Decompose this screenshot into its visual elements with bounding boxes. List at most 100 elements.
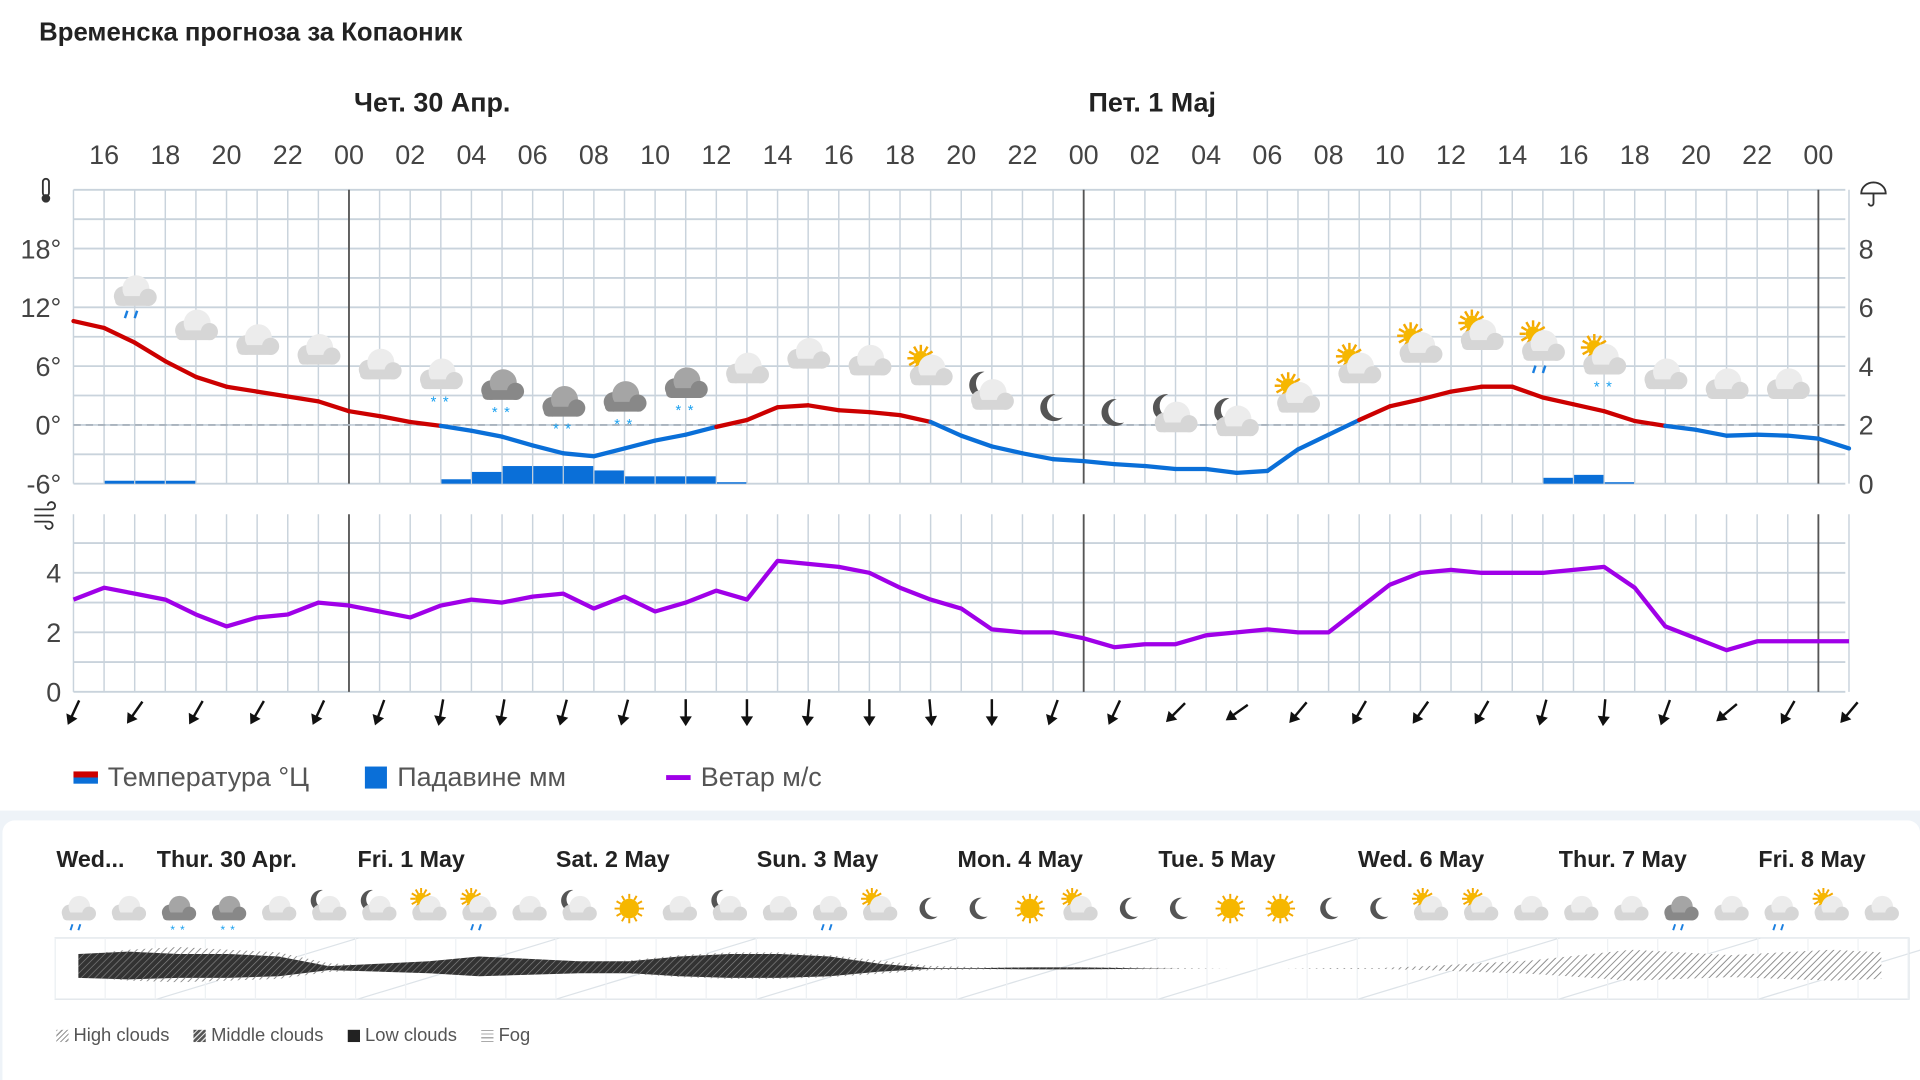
temperature-segment bbox=[255, 389, 290, 399]
precip-bar bbox=[716, 482, 747, 484]
temperature-segment bbox=[1601, 409, 1637, 424]
dark-cloud-snow-icon: * * bbox=[481, 369, 525, 421]
hour-tick: 02 bbox=[395, 140, 425, 170]
hour-tick: 02 bbox=[1130, 140, 1160, 170]
temperature-segment bbox=[1387, 397, 1423, 409]
svg-text:*: * bbox=[1606, 380, 1612, 396]
temperature-segment bbox=[1081, 459, 1117, 467]
wind-direction-arrow-icon bbox=[1716, 703, 1738, 722]
sun-cloud-icon bbox=[1462, 888, 1499, 921]
day-label[interactable]: Tue. 5 May bbox=[1158, 847, 1276, 874]
moon-icon bbox=[1370, 897, 1389, 920]
cloud-icon bbox=[111, 895, 147, 921]
temperature-segment bbox=[744, 405, 780, 423]
wind-direction-arrow-icon bbox=[556, 699, 569, 726]
moon-cloud-icon bbox=[360, 889, 397, 921]
precip-bar bbox=[1543, 477, 1573, 484]
temperature-segment bbox=[1203, 466, 1239, 476]
wind-direction-arrow-icon bbox=[495, 699, 508, 726]
day-label[interactable]: Thur. 7 May bbox=[1558, 847, 1687, 874]
cloud-icon bbox=[175, 309, 218, 341]
cloud-icon bbox=[848, 344, 892, 376]
umbrella-icon bbox=[1860, 181, 1887, 207]
precip-bar bbox=[594, 470, 624, 484]
svg-text:*: * bbox=[220, 924, 225, 937]
day-label[interactable]: Wed... bbox=[56, 847, 125, 874]
wind-direction-arrow-icon bbox=[1046, 699, 1059, 726]
temperature-segment bbox=[652, 432, 688, 443]
moon-cloud-icon bbox=[969, 371, 1014, 410]
wind-direction-arrow-icon bbox=[985, 699, 998, 727]
temperature-segment bbox=[1357, 404, 1392, 423]
sun-cloud-rain-icon bbox=[1519, 320, 1565, 374]
precip-bar bbox=[472, 471, 502, 484]
temperature-segment bbox=[408, 419, 443, 429]
temperature-segment bbox=[1816, 436, 1852, 451]
svg-text:*: * bbox=[688, 403, 694, 419]
temperature-segment bbox=[928, 419, 964, 438]
svg-text:*: * bbox=[492, 405, 498, 421]
precip-axis-tick: 8 bbox=[1859, 234, 1874, 264]
wind-direction-arrow-icon bbox=[126, 700, 144, 724]
wind-direction-arrow-icon bbox=[1107, 699, 1122, 725]
temperature-segment bbox=[1510, 384, 1546, 400]
svg-text:*: * bbox=[180, 924, 185, 937]
sun-cloud-icon bbox=[1458, 309, 1504, 350]
temperature-swatch bbox=[73, 771, 98, 784]
sun-cloud-icon bbox=[1061, 888, 1098, 921]
precip-axis-tick: 0 bbox=[1859, 469, 1874, 499]
extended-forecast: Wed... Thur. 30 Apr. Fri. 1 May Sat. 2 May S… bbox=[0, 810, 1920, 1080]
hour-tick: 10 bbox=[640, 140, 670, 170]
precip-axis-tick: 2 bbox=[1859, 411, 1874, 441]
wind-axis-tick: 0 bbox=[46, 678, 61, 708]
sun-icon bbox=[614, 893, 644, 924]
wind-direction-arrow-icon bbox=[1352, 700, 1367, 725]
hour-tick: 00 bbox=[334, 140, 364, 170]
legend-label: Температура °Ц bbox=[107, 761, 310, 793]
temperature-segment bbox=[836, 408, 872, 415]
wind-line bbox=[72, 558, 1849, 653]
temperature-segment bbox=[591, 446, 627, 459]
wind-direction-arrow-icon bbox=[1474, 700, 1490, 725]
moon-cloud-icon bbox=[310, 889, 347, 921]
day-label[interactable]: Sat. 2 May bbox=[555, 847, 670, 874]
moon-icon bbox=[969, 897, 988, 920]
wind-direction-arrow-icon bbox=[250, 700, 265, 725]
dark-cloud-snow-icon: * * bbox=[603, 381, 647, 433]
temperature-segment bbox=[530, 443, 566, 456]
svg-text:*: * bbox=[565, 422, 571, 438]
cloud-icon bbox=[512, 895, 547, 921]
day-label[interactable]: Mon. 4 May bbox=[957, 847, 1083, 874]
sun-cloud-icon bbox=[1411, 888, 1449, 921]
hour-tick: 00 bbox=[1803, 140, 1833, 170]
temperature-segment bbox=[1540, 395, 1576, 407]
dark-cloud-snow-icon: * * bbox=[664, 367, 708, 419]
day-label[interactable]: Fri. 8 May bbox=[1758, 847, 1866, 874]
temperature-segment bbox=[346, 409, 382, 419]
svg-text:*: * bbox=[627, 417, 633, 433]
day-label[interactable]: Wed. 6 May bbox=[1357, 847, 1485, 874]
sun-cloud-rain-icon bbox=[460, 888, 497, 931]
temperature-segment bbox=[683, 424, 719, 437]
day-label[interactable]: Fri. 1 May bbox=[357, 847, 465, 874]
day-label[interactable]: Thur. 30 Apr. bbox=[156, 847, 297, 874]
cloud-rain-icon bbox=[1764, 895, 1799, 931]
precip-bar bbox=[165, 480, 196, 484]
day-label[interactable]: Sun. 3 May bbox=[756, 847, 879, 874]
cloud-rain-icon bbox=[113, 275, 157, 319]
page-title: Временска прогноза за Копаоник bbox=[39, 18, 463, 47]
moon-cloud-icon bbox=[711, 889, 748, 921]
temperature-segment bbox=[1020, 451, 1056, 462]
legend-temperature: Температура °Ц bbox=[73, 762, 309, 794]
temperature-segment bbox=[1785, 433, 1821, 441]
cloud-snow-icon: * * bbox=[420, 358, 463, 410]
moon-cloud-icon bbox=[1152, 394, 1198, 433]
legend-label: Ветар м/с bbox=[700, 761, 822, 793]
temp-axis-tick: 0° bbox=[35, 411, 61, 441]
temperature-segment bbox=[1724, 432, 1760, 438]
hour-tick: 14 bbox=[763, 140, 793, 170]
dark-cloud-rain-icon bbox=[1664, 895, 1699, 931]
wind-axis-tick: 4 bbox=[46, 559, 61, 589]
cloud-legend: High clouds Middle clouds Low clouds Fog bbox=[56, 1025, 530, 1046]
cloud-icon bbox=[358, 348, 402, 380]
